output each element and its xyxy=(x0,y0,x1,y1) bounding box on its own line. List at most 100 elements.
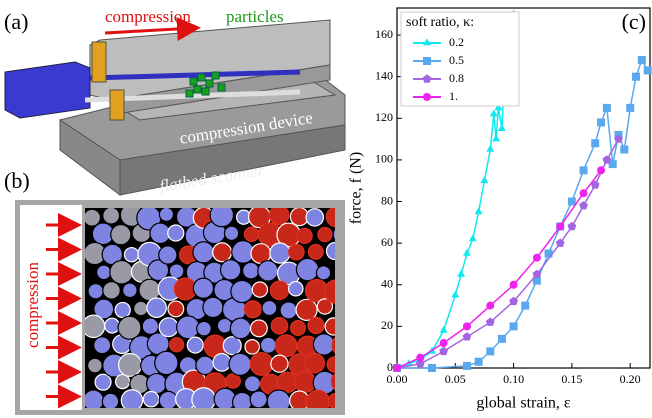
particles xyxy=(85,208,335,408)
point xyxy=(608,160,617,169)
particle xyxy=(176,315,200,340)
particle xyxy=(330,372,335,391)
particle xyxy=(249,390,268,408)
particle xyxy=(154,350,179,376)
particle xyxy=(209,208,235,228)
particle xyxy=(327,392,335,408)
particle xyxy=(121,282,138,299)
particle xyxy=(307,316,325,335)
particle xyxy=(305,208,325,227)
point xyxy=(620,145,629,154)
particle xyxy=(270,316,289,335)
particle xyxy=(249,352,274,376)
particle xyxy=(95,264,112,281)
point xyxy=(462,322,471,331)
x-axis-label: global strain, ε xyxy=(476,395,571,412)
particle xyxy=(241,261,260,280)
particle xyxy=(243,375,262,393)
particle xyxy=(196,320,212,337)
point xyxy=(555,238,565,247)
point xyxy=(532,276,541,285)
point xyxy=(509,280,518,289)
particle xyxy=(192,277,215,299)
point xyxy=(462,361,471,370)
particles-label: particles xyxy=(226,7,284,26)
point xyxy=(544,249,553,258)
particle xyxy=(288,243,305,261)
particle xyxy=(304,352,326,374)
particle xyxy=(186,336,204,354)
particle xyxy=(228,352,252,376)
particle xyxy=(223,225,240,242)
particle xyxy=(158,390,178,408)
point xyxy=(427,364,436,372)
particle xyxy=(251,281,269,298)
particle xyxy=(102,280,121,300)
compression-vertical-label: compression xyxy=(23,262,42,348)
particle xyxy=(331,336,335,354)
particle xyxy=(123,246,140,263)
y-tick-label: 20 xyxy=(381,318,393,332)
particle xyxy=(94,373,112,391)
point xyxy=(614,134,623,143)
particle xyxy=(295,257,320,282)
particle xyxy=(244,339,260,355)
point xyxy=(492,134,501,142)
panel-label: (b) xyxy=(4,168,30,193)
point xyxy=(532,253,541,262)
x-tick-label: 0.20 xyxy=(620,372,641,386)
point xyxy=(457,269,466,277)
particle xyxy=(268,208,290,226)
particle xyxy=(110,223,132,246)
particle xyxy=(117,352,143,377)
particle xyxy=(146,297,167,319)
y-tick-label: 120 xyxy=(375,110,393,124)
particle xyxy=(317,226,333,243)
particle xyxy=(243,300,262,319)
particle xyxy=(109,259,134,285)
y-tick-label: 160 xyxy=(375,27,393,41)
particle xyxy=(287,280,304,297)
x-tick-label: 0.10 xyxy=(503,372,524,386)
particle xyxy=(316,298,334,315)
panel-label: (c) xyxy=(622,9,646,34)
point xyxy=(439,325,448,333)
legend-marker xyxy=(423,93,431,101)
particle xyxy=(257,260,279,282)
particle xyxy=(104,317,121,334)
particle xyxy=(296,227,313,245)
compression-label: compression xyxy=(105,7,191,26)
point xyxy=(486,301,495,310)
particle xyxy=(219,259,242,281)
particle xyxy=(191,387,216,408)
particle xyxy=(145,372,168,395)
particle xyxy=(229,317,252,340)
particle xyxy=(85,314,106,339)
particle xyxy=(212,242,233,263)
point xyxy=(567,197,576,206)
point xyxy=(439,339,448,348)
point xyxy=(643,66,652,75)
particle xyxy=(192,241,215,264)
particle xyxy=(167,300,185,318)
y-tick-label: 140 xyxy=(375,68,393,82)
particle xyxy=(158,208,175,222)
y-axis-label: force, f (N) xyxy=(348,152,365,224)
particle xyxy=(289,319,307,337)
particle xyxy=(243,226,260,242)
arrows xyxy=(46,213,82,409)
particle xyxy=(133,300,149,317)
y-tick-label: 40 xyxy=(381,277,393,291)
particle xyxy=(225,373,241,389)
particle xyxy=(261,299,278,317)
particle xyxy=(279,301,298,320)
legend-label: 0.8 xyxy=(449,71,464,85)
particle xyxy=(93,298,115,320)
point xyxy=(468,234,477,242)
point xyxy=(463,248,471,256)
point xyxy=(509,296,518,306)
point xyxy=(480,176,489,183)
point xyxy=(597,166,606,175)
particle xyxy=(326,356,335,373)
